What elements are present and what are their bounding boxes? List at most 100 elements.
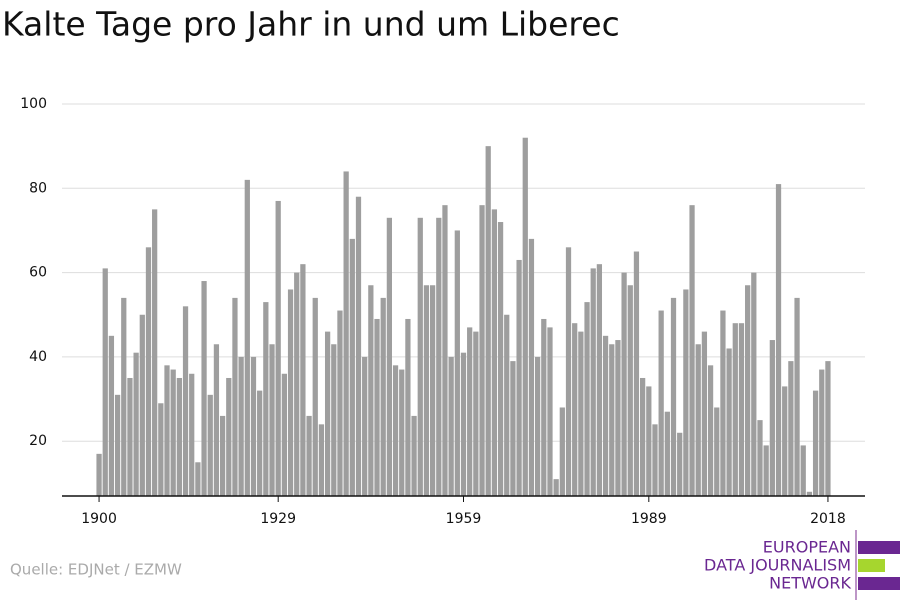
bar: [812, 390, 819, 496]
bar: [121, 297, 127, 496]
bar: [318, 424, 325, 496]
bar: [541, 318, 547, 496]
bar: [343, 171, 349, 496]
bar: [479, 205, 485, 496]
bar: [312, 297, 318, 496]
bar: [522, 137, 528, 496]
x-tick-label: 1929: [260, 511, 296, 527]
bar: [646, 386, 652, 496]
bar: [497, 222, 504, 497]
bar: [559, 407, 565, 496]
bar: [306, 415, 312, 496]
bar: [602, 335, 609, 496]
bar: [182, 306, 189, 496]
x-tick-label: 2018: [810, 511, 846, 527]
bar: [201, 281, 207, 496]
bar: [405, 318, 411, 496]
logo-text: DATA JOURNALISM: [704, 556, 851, 575]
bar: [751, 272, 757, 496]
bar: [534, 356, 541, 496]
logo-text: NETWORK: [769, 574, 851, 593]
bar: [621, 272, 627, 496]
bar: [485, 146, 491, 496]
bar: [800, 445, 806, 496]
bar: [578, 331, 584, 496]
bar: [806, 491, 813, 496]
bar: [355, 196, 362, 496]
bar: [782, 386, 788, 496]
bar: [775, 184, 782, 496]
bar: [436, 217, 442, 496]
bar: [176, 377, 182, 496]
bar: [825, 361, 831, 496]
bar: [399, 369, 405, 496]
bar: [732, 323, 738, 496]
bar: [528, 238, 535, 496]
bar: [442, 205, 448, 496]
bar: [250, 356, 257, 496]
bar: [726, 348, 732, 496]
y-tick-label: 60: [29, 265, 47, 281]
bar: [454, 230, 460, 497]
bar: [627, 285, 633, 496]
x-tick-label: 1900: [81, 511, 117, 527]
bar: [362, 356, 368, 496]
bar: [553, 479, 559, 496]
bar: [516, 259, 522, 496]
bar: [590, 268, 596, 496]
bar: [152, 209, 158, 496]
bar: [745, 285, 751, 496]
bar: [615, 340, 621, 496]
bar: [219, 415, 226, 496]
bar: [763, 445, 769, 496]
bar: [380, 297, 386, 496]
bar: [368, 285, 374, 496]
bar: [238, 356, 244, 496]
bar: [819, 369, 825, 496]
bar: [170, 369, 176, 496]
y-tick-label: 40: [29, 349, 47, 365]
x-tick-label: 1959: [446, 511, 482, 527]
bar: [769, 340, 775, 496]
bar: [460, 352, 467, 496]
bar: [96, 453, 102, 496]
bar: [195, 462, 201, 496]
bar: [664, 411, 670, 496]
logo-bar: [858, 541, 900, 554]
bar: [491, 209, 498, 496]
bar: [423, 285, 430, 496]
bar: [349, 238, 355, 496]
bar: [139, 314, 145, 496]
bar: [374, 318, 380, 496]
bar: [158, 403, 164, 496]
bar: [294, 272, 300, 496]
chart-title: Kalte Tage pro Jahr in und um Liberec: [2, 5, 620, 44]
logo-text: EUROPEAN: [763, 538, 851, 557]
bar: [565, 247, 572, 496]
bar: [145, 247, 152, 496]
y-tick-label: 20: [29, 433, 47, 449]
bar: [257, 390, 263, 496]
bar: [213, 344, 220, 496]
bar: [133, 352, 139, 496]
bar: [300, 264, 306, 496]
bar: [788, 361, 794, 496]
bar: [738, 323, 745, 496]
bar: [683, 289, 689, 496]
bar: [108, 335, 115, 496]
logo-bar: [858, 559, 885, 572]
bar: [596, 264, 603, 496]
bar: [275, 200, 281, 497]
bar: [510, 361, 516, 496]
bar: [658, 310, 664, 496]
bar: [504, 314, 510, 496]
bar: [707, 365, 714, 496]
bar: [609, 344, 615, 496]
bar: [244, 179, 250, 496]
bar: [633, 251, 640, 496]
bar: [473, 331, 479, 496]
bar: [695, 344, 701, 496]
bar: [114, 394, 121, 496]
bar: [448, 356, 454, 496]
